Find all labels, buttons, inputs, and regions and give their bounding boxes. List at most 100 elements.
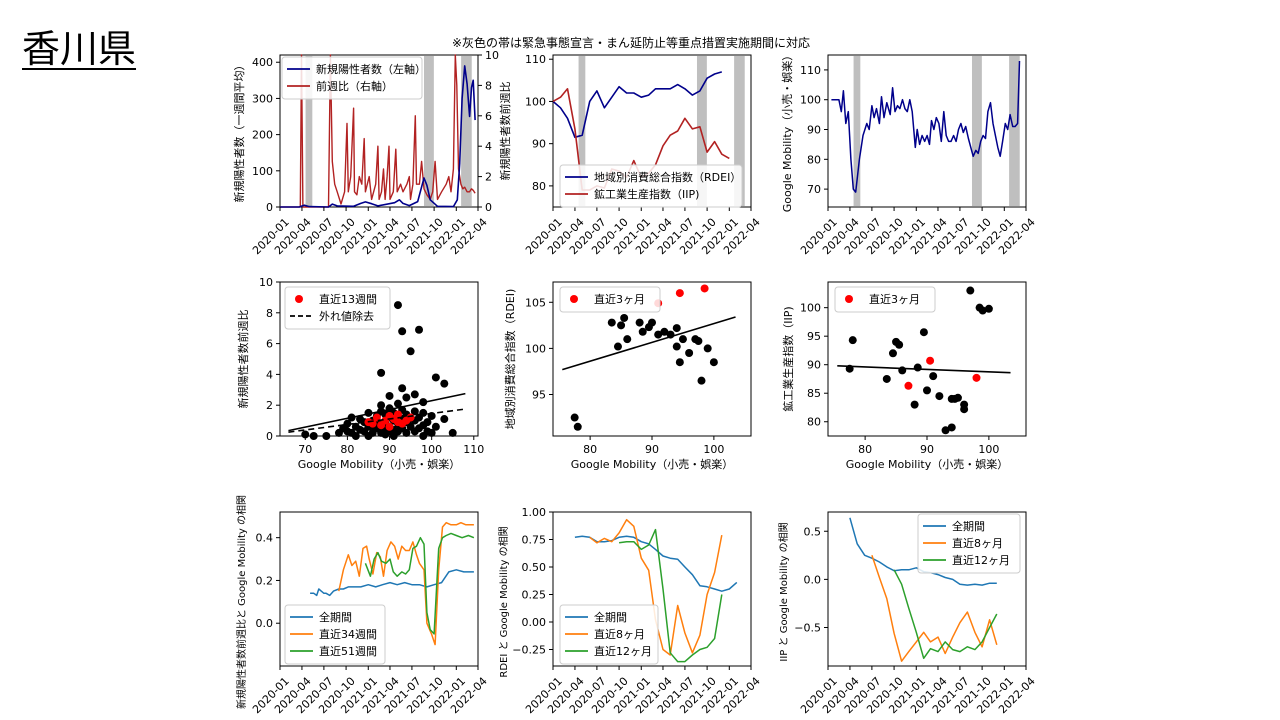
corr-rdei-ytick-label: 0.75 [522,534,547,547]
scatter-iip-point [895,340,904,349]
cases-ytick-label: 100 [252,165,273,178]
scatter-cases-point [410,407,419,416]
mobility-shade-band [853,56,861,206]
scatter-iip-xtick-label: 90 [920,443,934,456]
econ-shade-band [578,56,586,206]
scatter-iip-point [984,304,993,313]
cases-shade-band [423,56,434,206]
scatter-iip-point [941,426,950,435]
scatter-rdei-point [648,318,656,327]
corr-rdei-ytick-label: 1.00 [522,506,547,519]
scatter-rdei-point-recent [675,289,684,298]
scatter-cases-ytick-label: 2 [266,399,273,412]
scatter-cases-point-recent [393,410,402,419]
scatter-cases-point [402,393,411,402]
scatter-cases-xtick-label: 80 [340,443,354,456]
cases-ytick-label-right: 4 [485,140,492,153]
corr-iip-ytick-label: 0.0 [804,573,822,586]
scatter-cases-point [377,401,386,410]
scatter-cases-legend-box [284,286,391,330]
cases-frame [279,54,479,208]
scatter-cases-legend-label: 直近13週間 [319,292,377,306]
scatter-rdei-point-recent [700,284,709,293]
scatter-rdei-xtick-label: 80 [583,443,597,456]
scatter-rdei-ytick-label: 105 [525,296,546,309]
page-title: 香川県 [22,27,137,71]
scatter-cases-point [423,418,432,427]
mobility-shade-band [971,56,982,206]
scatter-cases-point [440,415,449,424]
econ-legend-label: 鉱工業生産指数（IIP) [594,187,699,201]
scatter-cases-point [393,301,402,310]
scatter-cases-xlabel: Google Mobility（小売・娯楽） [298,457,460,471]
scatter-rdei-point [573,422,582,431]
scatter-iip-legend-box [834,286,936,313]
scatter-iip-ytick-label: 95 [807,330,821,343]
corr-iip-series-line-2 [893,569,998,660]
corr-rdei-legend-label: 全期間 [594,610,627,624]
mobility-frame [827,54,1027,208]
scatter-iip-legend-label: 直近3ヶ月 [869,292,920,306]
scatter-cases-xtick-label: 70 [298,443,312,456]
scatter-cases-ytick-label: 8 [266,307,273,320]
cases-ylabel: 新規陽性者数（一週間平均） [232,60,246,203]
scatter-cases-fit-line [288,392,466,432]
scatter-cases-point-recent [385,422,394,431]
econ-legend-box [559,164,743,208]
scatter-rdei-point [703,344,712,353]
scatter-rdei-xtick-label: 90 [645,443,659,456]
mobility-shade-band [1009,56,1020,206]
mobility-ytick-label: 90 [807,124,821,137]
scatter-rdei-fit-line [562,316,736,371]
scatter-rdei-point [660,327,669,336]
mobility-line [831,60,1021,193]
corr-rdei-ytick-label: 0.00 [522,616,547,629]
corr-rdei-series-line-0 [574,535,738,592]
scatter-iip-point [882,374,891,383]
corr-iip-legend-label: 直近12ヶ月 [952,553,1010,567]
corr-iip-ytick-label: −0.5 [794,622,821,635]
scatter-iip-point [929,372,938,381]
scatter-rdei-point [685,349,694,358]
corr-iip-legend-label: 全期間 [952,519,985,533]
cases-ytick-label: 300 [252,92,273,105]
scatter-cases-point-recent [406,413,415,422]
scatter-rdei-point [607,318,616,327]
econ-series-line-0 [552,71,723,139]
scatter-cases-ytick-label: 0 [266,430,273,443]
scatter-cases-point [309,432,318,440]
corr-cases-ytick-label: 0.0 [256,617,274,630]
corr-iip-frame [827,511,1027,667]
mobility-ytick-label: 80 [807,153,821,166]
scatter-iip-point [848,336,857,345]
scatter-cases-point [322,432,331,440]
econ-ytick-label: 90 [532,138,546,151]
scatter-cases-point [377,368,386,377]
mobility-ytick-label: 70 [807,183,821,196]
scatter-rdei-ylabel: 地域別消費総合指数（RDEI) [503,289,517,430]
scatter-iip-point-recent [972,373,981,382]
corr-iip-series-line-1 [871,555,998,662]
corr-rdei-ytick-label: 0.50 [522,561,547,574]
corr-rdei-legend-label: 直近8ヶ月 [594,627,645,641]
scatter-iip-fit-line [837,365,1011,374]
cases-ylabel-right: 新規陽性者数前週比 [498,82,512,181]
scatter-rdei-legend-box [559,286,661,313]
scatter-rdei-point [620,313,629,322]
corr-cases-frame [279,511,479,667]
scatter-rdei-xlabel: Google Mobility（小売・娯楽） [571,457,733,471]
corr-iip-legend-label: 直近8ヶ月 [952,536,1003,550]
cases-legend-label: 前週比（右軸） [316,79,393,93]
corr-iip-ytick-label: 0.5 [804,525,822,538]
mobility-ylabel: Google Mobility（小売・娯楽） [780,50,794,212]
scatter-rdei-point [672,342,681,351]
scatter-iip-ytick-label: 90 [807,359,821,372]
scatter-rdei-point [672,324,681,333]
corr-iip-legend-box [917,513,1021,574]
scatter-iip-point [923,386,931,395]
corr-rdei-frame [552,511,752,667]
scatter-iip-ytick-label: 100 [800,302,821,315]
scatter-cases-point [398,384,407,393]
scatter-rdei-point [675,358,684,367]
